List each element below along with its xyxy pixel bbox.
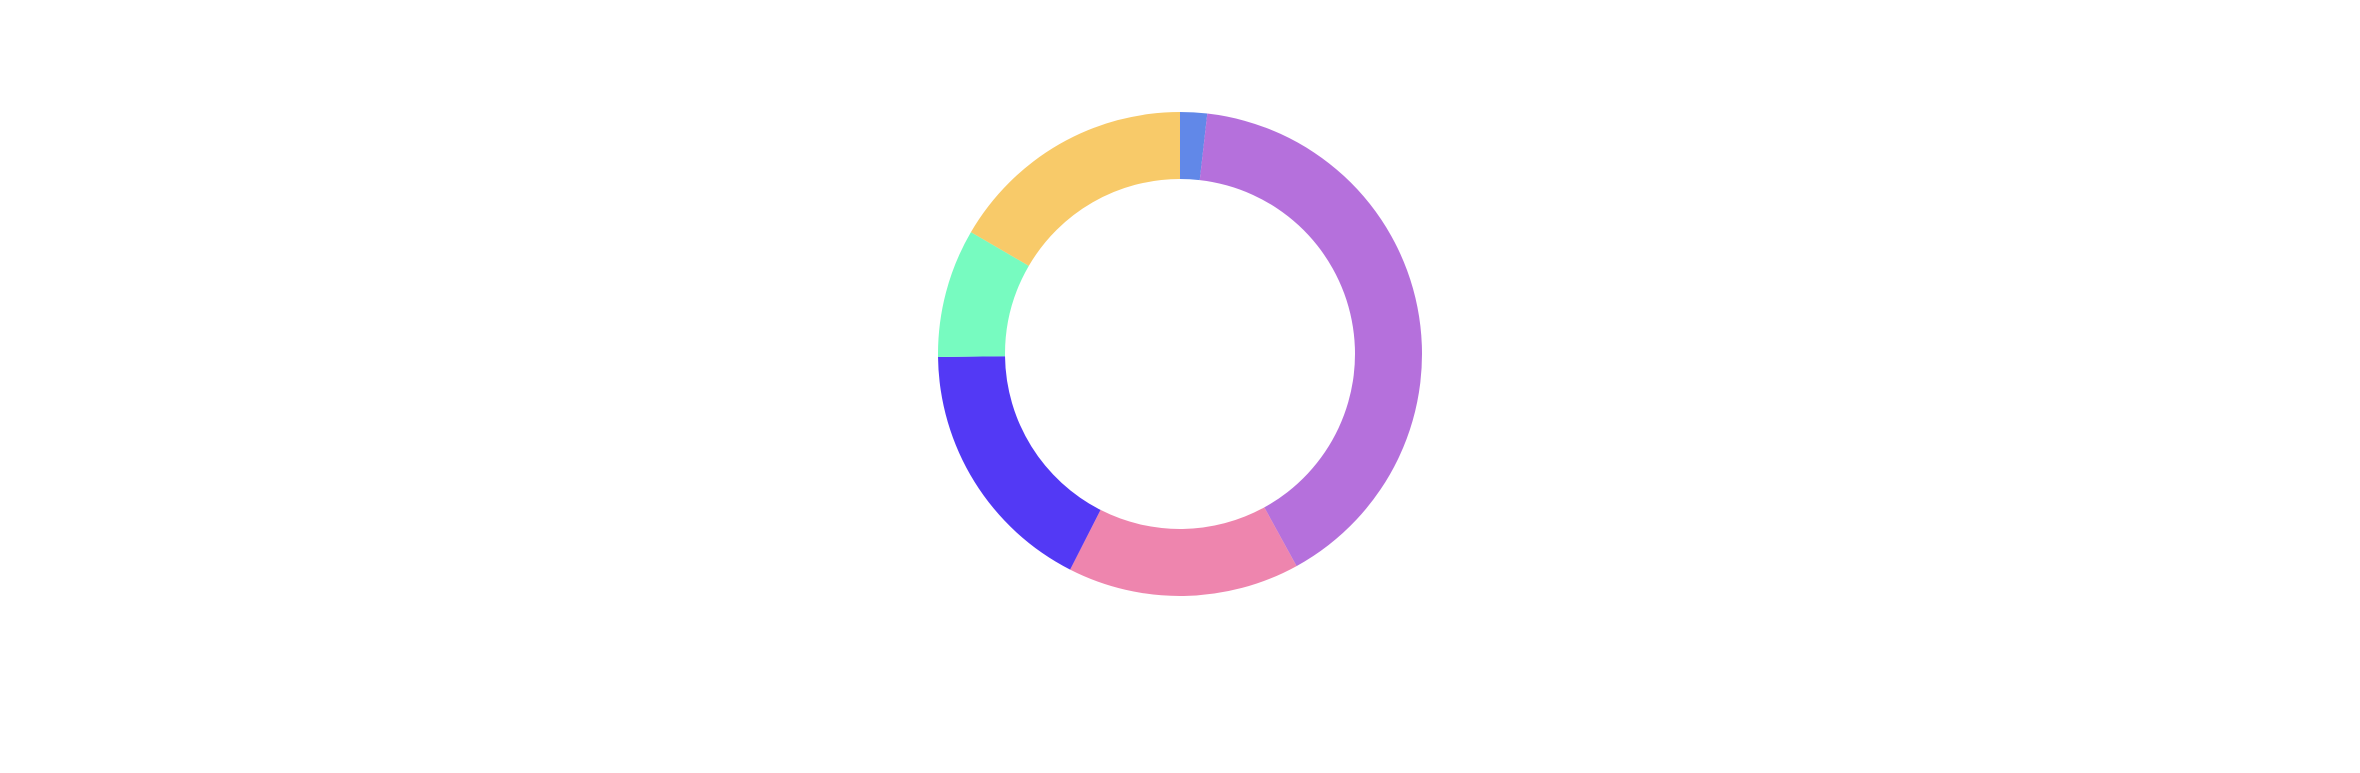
- donut-slice-5[interactable]: [938, 232, 1029, 358]
- donut-slice-4[interactable]: [938, 356, 1101, 570]
- donut-slice-3[interactable]: [1070, 507, 1297, 597]
- donut-slice-1[interactable]: [1180, 112, 1208, 181]
- donut-slice-6[interactable]: [970, 112, 1180, 266]
- donut-slices: [938, 112, 1422, 597]
- donut-slice-2[interactable]: [1199, 113, 1422, 567]
